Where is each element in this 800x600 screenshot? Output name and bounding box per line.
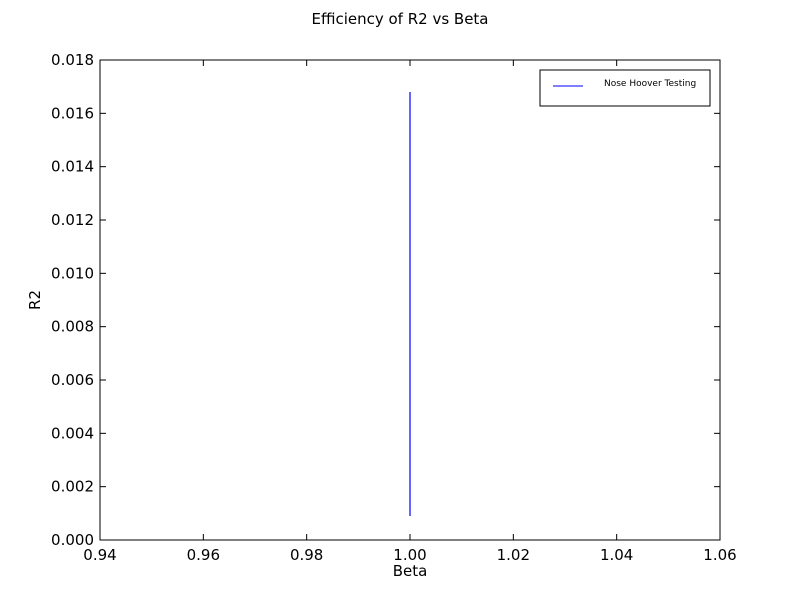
x-tick-label: 1.04 (600, 546, 633, 564)
legend-box (539, 69, 711, 107)
y-tick-label: 0.008 (51, 318, 94, 336)
x-axis-label: Beta (393, 562, 428, 580)
legend: Nose Hoover Testing (539, 69, 711, 107)
y-tick-label: 0.002 (51, 478, 94, 496)
y-tick-label: 0.012 (51, 211, 94, 229)
x-tick-label: 1.02 (497, 546, 530, 564)
y-tick-label: 0.000 (51, 531, 94, 549)
y-tick-label: 0.006 (51, 371, 94, 389)
y-tick-label: 0.004 (51, 424, 94, 442)
plot-frame (99, 59, 721, 541)
chart-title: Efficiency of R2 vs Beta (311, 10, 488, 28)
x-tick-label: 0.96 (187, 546, 220, 564)
x-tick-label: 0.98 (290, 546, 323, 564)
legend-entry-label: Nose Hoover Testing (604, 79, 696, 89)
y-tick-label: 0.018 (51, 51, 94, 69)
x-tick-label: 1.06 (703, 546, 736, 564)
y-axis-label: R2 (26, 290, 44, 310)
ticks-layer: 0.94 0.96 0.98 1.00 1.02 1.04 1.06 0.000 0.002 0.… (51, 51, 737, 564)
x-tick-label: 1.00 (393, 546, 426, 564)
y-tick-label: 0.010 (51, 264, 94, 282)
y-tick-label: 0.016 (51, 104, 94, 122)
y-tick-label: 0.014 (51, 158, 94, 176)
x-tick-label: 0.94 (83, 546, 116, 564)
